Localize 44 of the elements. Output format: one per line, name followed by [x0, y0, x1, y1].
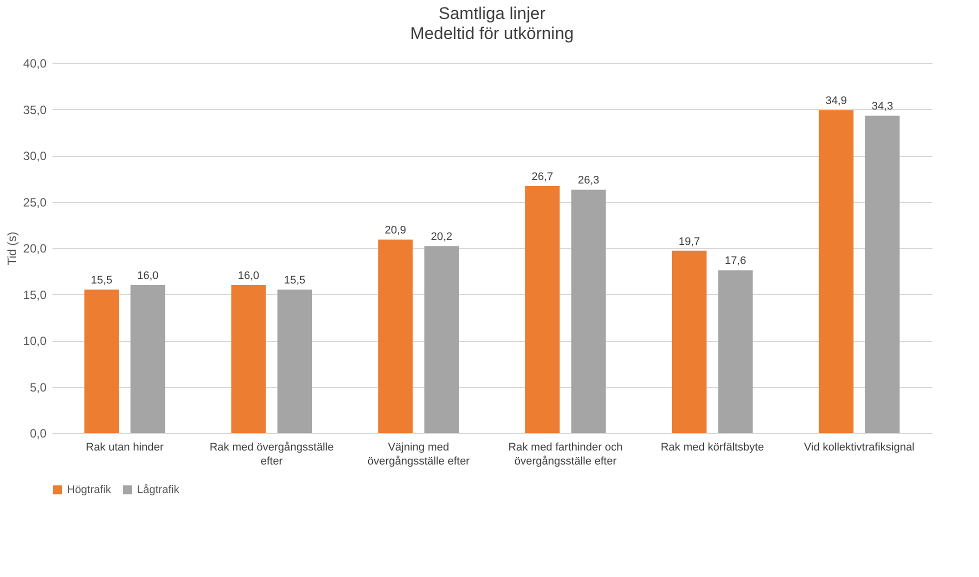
data-label: 20,2	[430, 231, 452, 244]
y-tick-label: 40,0	[23, 56, 47, 70]
y-tick-label: 15,0	[23, 288, 47, 302]
y-tick-label: 5,0	[30, 380, 47, 394]
x-tick-label: Rak utan hinder	[86, 442, 164, 454]
y-axis-title: Tid (s)	[5, 232, 20, 266]
y-tick-label: 20,0	[23, 242, 47, 256]
data-label: 26,7	[532, 171, 554, 184]
data-label: 19,7	[678, 236, 700, 248]
bar	[718, 270, 753, 433]
x-tick-label: Rak med farthinder och övergångsställe efter	[508, 442, 623, 468]
bar	[818, 110, 854, 433]
data-label: 16,0	[238, 270, 260, 282]
y-tick-label: 10,0	[23, 334, 47, 348]
data-label: 34,3	[872, 100, 894, 113]
y-tick-label: 30,0	[23, 149, 47, 163]
legend-label: Lågtrafik	[137, 484, 180, 496]
data-label: 15,5	[90, 274, 112, 287]
bar	[277, 290, 312, 433]
bar	[424, 246, 459, 433]
y-tick-label: 35,0	[23, 102, 47, 117]
bar	[525, 186, 560, 433]
bar	[84, 290, 119, 433]
data-label: 15,5	[284, 274, 306, 287]
legend-label: Högtrafik	[67, 484, 112, 496]
bar	[130, 285, 166, 433]
chart-title: Samtliga linjer	[438, 4, 546, 23]
x-tick-label: Rak med övergångsställe efter	[210, 442, 334, 468]
data-label: 20,9	[384, 224, 406, 237]
bar	[378, 240, 413, 433]
y-tick-label: 0,0	[30, 426, 47, 440]
x-tick-label: Vid kollektivtrafiksignal	[804, 442, 915, 454]
data-label: 26,3	[578, 174, 600, 187]
x-tick-label: Väjning med övergångsställe efter	[367, 442, 470, 468]
bar	[231, 285, 266, 433]
data-label: 16,0	[137, 270, 159, 282]
bar	[672, 250, 707, 433]
bar	[865, 116, 900, 433]
y-tick-label: 25,0	[23, 195, 47, 210]
bar	[571, 190, 606, 433]
data-label: 17,6	[724, 255, 746, 268]
x-tick-label: Rak med körfältsbyte	[660, 442, 764, 454]
data-label: 34,9	[825, 95, 847, 108]
chart-subtitle: Medeltid för utkörning	[410, 24, 574, 43]
